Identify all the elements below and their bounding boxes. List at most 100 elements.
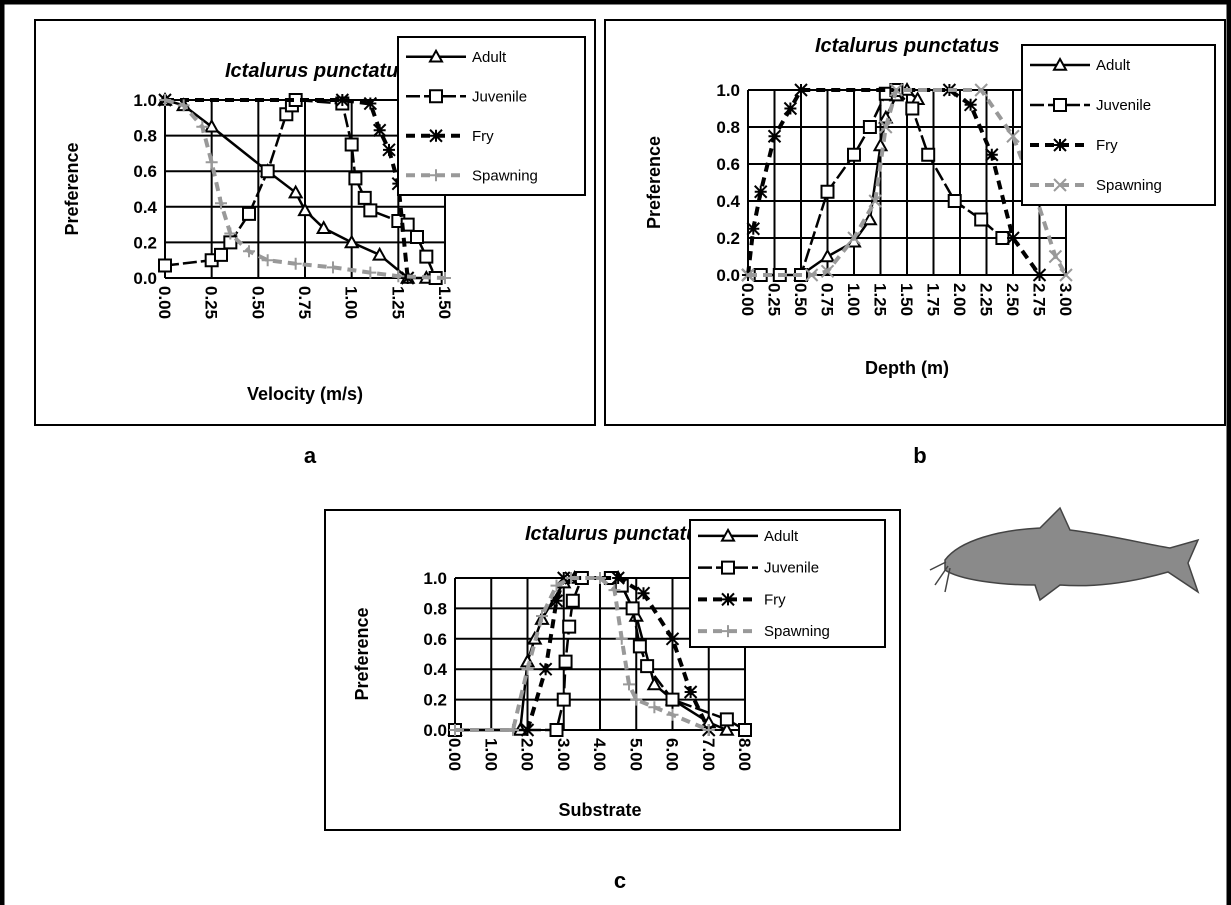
legend-marker	[722, 625, 734, 638]
legend-marker	[721, 560, 735, 575]
x-tick-label: 4.00	[590, 738, 609, 771]
marker	[364, 266, 377, 279]
marker	[357, 190, 372, 205]
legend-label: Fry	[764, 591, 786, 608]
marker	[719, 712, 734, 727]
marker	[260, 164, 275, 179]
legend-label: Adult	[1096, 57, 1131, 74]
marker	[382, 143, 396, 157]
y-tick-label: 0.6	[716, 155, 740, 174]
marker	[297, 202, 313, 217]
marker	[666, 708, 679, 721]
marker	[594, 572, 606, 584]
marker	[243, 245, 255, 258]
y-tick-label: 0.4	[716, 192, 740, 211]
legend-label: Fry	[1096, 137, 1118, 154]
x-tick-label: 0.25	[202, 286, 221, 319]
marker	[363, 96, 378, 111]
marker	[754, 185, 768, 199]
marker	[615, 632, 628, 645]
marker	[974, 212, 989, 227]
y-axis-label: Preference	[644, 136, 664, 229]
marker	[419, 249, 434, 264]
marker	[223, 235, 238, 250]
marker	[1032, 268, 1047, 282]
marker	[889, 83, 904, 97]
marker	[820, 184, 835, 199]
chart-title: Ictalurus punctatus	[225, 60, 409, 82]
legend-label: Juvenile	[1096, 97, 1151, 114]
y-tick-label: 0.2	[716, 229, 740, 248]
marker	[287, 184, 304, 199]
y-tick-label: 0.8	[716, 118, 740, 137]
series-line	[746, 88, 1042, 277]
x-tick-label: 6.00	[663, 738, 682, 771]
chart: 0.0 0.2 0.4 0.6 0.8 1.0 0.00 0.25 0.50 0.75 1.00 1.…	[604, 19, 1226, 426]
marker	[611, 571, 625, 585]
marker	[820, 264, 835, 279]
marker	[562, 619, 577, 634]
marker	[410, 230, 424, 245]
x-tick-label: 0.00	[445, 738, 464, 771]
marker	[538, 662, 553, 676]
y-tick-label: 0.0	[423, 721, 447, 740]
marker	[608, 584, 621, 597]
legend-label: Adult	[472, 49, 507, 66]
legend-marker	[1053, 98, 1067, 112]
marker	[335, 93, 350, 107]
y-tick-label: 0.0	[133, 269, 157, 288]
legend-marker	[429, 129, 443, 143]
x-tick-label: 1.00	[844, 283, 863, 316]
legend-marker	[429, 89, 443, 104]
marker	[862, 211, 878, 226]
panel-label: c	[614, 868, 626, 893]
legend-marker	[720, 527, 736, 542]
legend-marker	[430, 169, 442, 182]
legend-label: Spawning	[472, 167, 538, 184]
marker	[521, 663, 534, 676]
marker	[372, 123, 387, 137]
x-tick-label: 5.00	[626, 738, 645, 771]
marker	[636, 586, 651, 600]
marker	[549, 723, 564, 737]
x-tick-label: 1.00	[481, 738, 500, 771]
marker	[449, 724, 461, 736]
legend: Adult Juvenile Fry Spawning	[397, 36, 586, 196]
marker	[556, 692, 571, 707]
marker	[862, 120, 877, 134]
marker	[536, 610, 548, 622]
marker	[327, 261, 339, 274]
marker	[702, 724, 715, 736]
x-tick-label: 0.50	[248, 286, 267, 319]
x-tick-label: 1.00	[342, 286, 361, 319]
x-tick-label: 1.50	[435, 286, 454, 319]
y-tick-label: 0.2	[133, 233, 157, 252]
marker	[215, 197, 227, 210]
y-axis-label: Preference	[62, 142, 82, 235]
marker	[507, 724, 519, 736]
legend-marker	[721, 592, 735, 607]
marker	[665, 692, 680, 707]
y-tick-label: 0.2	[423, 691, 447, 710]
x-tick-label: 3.00	[554, 738, 573, 771]
marker	[985, 148, 999, 162]
legend-label: Juvenile	[764, 560, 819, 577]
legend-marker	[1052, 56, 1068, 71]
marker	[905, 101, 920, 116]
x-tick-label: 8.00	[735, 738, 754, 771]
panel-label: a	[304, 443, 317, 468]
y-tick-label: 0.8	[133, 127, 157, 146]
marker	[630, 693, 643, 706]
marker	[1006, 231, 1020, 245]
marker	[868, 194, 882, 208]
marker	[995, 231, 1010, 245]
marker	[646, 676, 663, 691]
marker	[719, 721, 735, 736]
x-tick-label: 0.50	[791, 283, 810, 316]
marker	[974, 83, 988, 97]
y-tick-label: 0.8	[423, 599, 447, 618]
marker	[520, 723, 535, 737]
marker	[921, 147, 936, 162]
